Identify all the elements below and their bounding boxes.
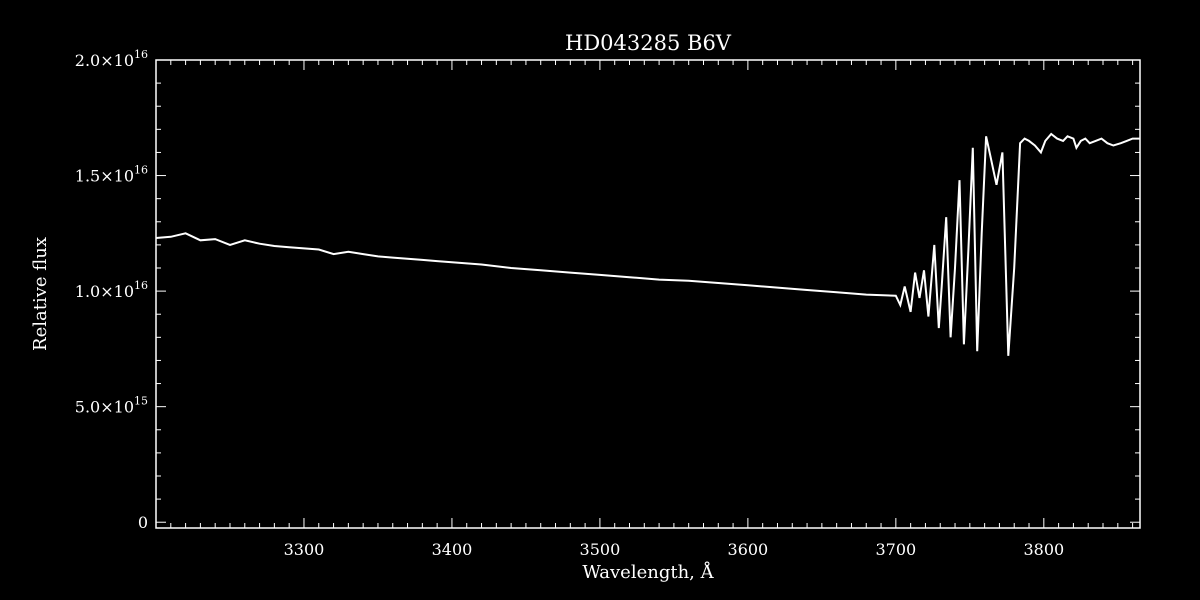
tick-labels: 3300 3400 3500 3600 3700 3800 0 5.0×1015 1.0×101…	[75, 48, 1064, 559]
x-tick-label: 3700	[875, 540, 916, 559]
y-tick-label: 0	[138, 513, 148, 532]
x-axis-label: Wavelength, Å	[582, 561, 714, 583]
spectrum-line	[155, 132, 1140, 356]
y-tick-label: 2.0×1016	[75, 48, 148, 70]
x-tick-label: 3600	[728, 540, 769, 559]
x-tick-label: 3400	[432, 540, 473, 559]
y-tick-label: 5.0×1015	[75, 395, 148, 417]
chart-title: HD043285 B6V	[565, 31, 732, 55]
y-axis-label: Relative flux	[30, 237, 51, 351]
y-tick-label: 1.5×1016	[75, 164, 148, 186]
x-tick-label: 3800	[1023, 540, 1064, 559]
y-tick-label: 1.0×1016	[75, 279, 148, 301]
x-tick-label: 3300	[284, 540, 325, 559]
plot-frame	[155, 59, 1141, 529]
axis-ticks	[155, 59, 1140, 528]
x-tick-label: 3500	[580, 540, 621, 559]
